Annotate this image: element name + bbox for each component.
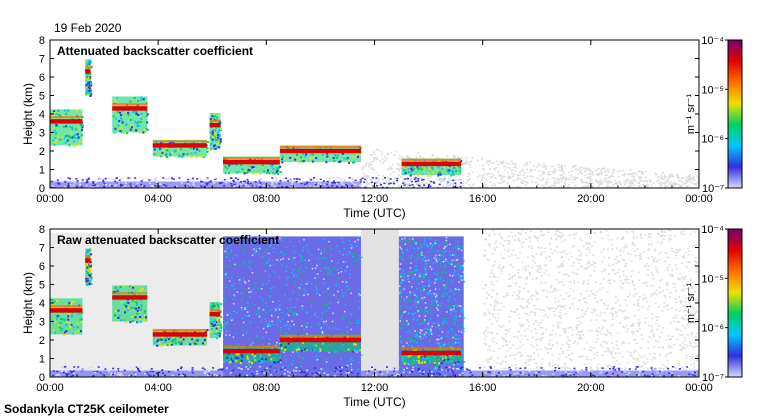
cloud-layer	[50, 109, 84, 148]
colorbar-gradient	[727, 228, 743, 378]
colorbar-tick-label: 10⁻⁴	[701, 224, 724, 236]
cloud-layer	[152, 139, 209, 159]
chart-panel-1: 0 1 2 3 4 5 6 7 8 00:00 04:00 08:00 12:00 16:00 20:00 0…	[21, 35, 743, 220]
colorbar-tick-label: 10⁻⁷	[702, 372, 724, 384]
x-tick-label: 08:00	[253, 193, 281, 205]
x-tick-label: 00:00	[36, 193, 64, 205]
x-tick-label: 00:00	[685, 382, 713, 394]
instrument-label: Sodankyla CT25K ceilometer	[4, 402, 169, 416]
missing-block	[360, 229, 399, 377]
x-tick-label: 12:00	[361, 382, 389, 394]
colorbar-tick-label: 10⁻⁵	[701, 273, 724, 285]
y-tick-label: 4	[39, 109, 45, 121]
cloud-layer	[401, 158, 463, 177]
y-axis-title: Height (km)	[21, 83, 35, 145]
y-tick-label: 8	[39, 35, 45, 47]
colorbar: 10⁻⁴ 10⁻⁵ 10⁻⁶ 10⁻⁷ m⁻¹ sr⁻¹	[685, 224, 743, 384]
y-tick-label: 5	[39, 280, 45, 292]
y-axis-title: Height (km)	[21, 272, 35, 334]
cloud-layer	[85, 248, 93, 286]
x-tick-label: 20:00	[577, 382, 605, 394]
x-tick-label: 00:00	[36, 382, 64, 394]
colorbar-tick-label: 10⁻⁶	[701, 134, 724, 146]
x-tick-label: 12:00	[361, 193, 389, 205]
y-tick-label: 3	[39, 128, 45, 140]
cloud-layer	[223, 156, 282, 176]
y-tick-label: 6	[39, 261, 45, 273]
y-tick-label: 2	[39, 146, 45, 158]
cloud-layer	[112, 285, 148, 324]
y-tick-label: 0	[39, 183, 45, 195]
cloud-layer	[112, 96, 150, 135]
cloud-layer	[50, 298, 84, 336]
cloud-layer	[279, 145, 362, 164]
cloud-layer	[223, 345, 282, 365]
x-tick-label: 20:00	[577, 193, 605, 205]
x-tick-label: 16:00	[469, 382, 497, 394]
cloud-layer	[152, 328, 209, 347]
colorbar-tick-label: 10⁻⁶	[701, 323, 724, 335]
y-tick-label: 1	[39, 165, 45, 177]
x-tick-label: 04:00	[144, 193, 172, 205]
cloud-layer	[85, 59, 93, 98]
x-tick-label: 00:00	[685, 193, 713, 205]
x-axis-title: Time (UTC)	[343, 206, 405, 220]
chart-panel-2: 0 1 2 3 4 5 6 7 8 00:00 04:00 08:00 12:00 16:00 20:00 0…	[21, 224, 743, 409]
colorbar-label: m⁻¹ sr⁻¹	[685, 94, 697, 135]
y-tick-label: 2	[39, 335, 45, 347]
plot-area	[50, 40, 699, 188]
y-tick-label: 0	[39, 372, 45, 384]
x-tick-label: 08:00	[253, 382, 281, 394]
x-axis-title: Time (UTC)	[343, 395, 405, 409]
y-tick-label: 7	[39, 54, 45, 66]
panel-title: Attenuated backscatter coefficient	[57, 44, 253, 58]
x-tick-label: 16:00	[469, 193, 497, 205]
y-tick-label: 4	[39, 298, 45, 310]
colorbar-label: m⁻¹ sr⁻¹	[685, 283, 697, 324]
date-label: 19 Feb 2020	[54, 21, 122, 35]
signal-texture	[50, 59, 699, 188]
y-tick-label: 5	[39, 91, 45, 103]
y-tick-label: 8	[39, 224, 45, 236]
colorbar-tick-label: 10⁻⁷	[702, 183, 724, 195]
y-tick-label: 6	[39, 72, 45, 84]
cloud-layer	[401, 347, 462, 365]
x-tick-label: 04:00	[144, 382, 172, 394]
cloud-layer	[209, 302, 223, 340]
panel-title: Raw attenuated backscatter coefficient	[57, 233, 279, 247]
surface-layer	[50, 181, 361, 188]
colorbar-tick-label: 10⁻⁴	[701, 35, 724, 47]
colorbar-tick-label: 10⁻⁵	[701, 84, 724, 96]
y-tick-label: 3	[39, 317, 45, 329]
cloud-layer	[209, 113, 223, 152]
colorbar: 10⁻⁴ 10⁻⁵ 10⁻⁶ 10⁻⁷ m⁻¹ sr⁻¹	[685, 35, 743, 195]
colorbar-gradient	[727, 39, 743, 189]
y-tick-label: 7	[39, 243, 45, 255]
cloud-layer	[279, 334, 362, 353]
y-tick-label: 1	[39, 354, 45, 366]
signal-texture	[50, 229, 699, 377]
